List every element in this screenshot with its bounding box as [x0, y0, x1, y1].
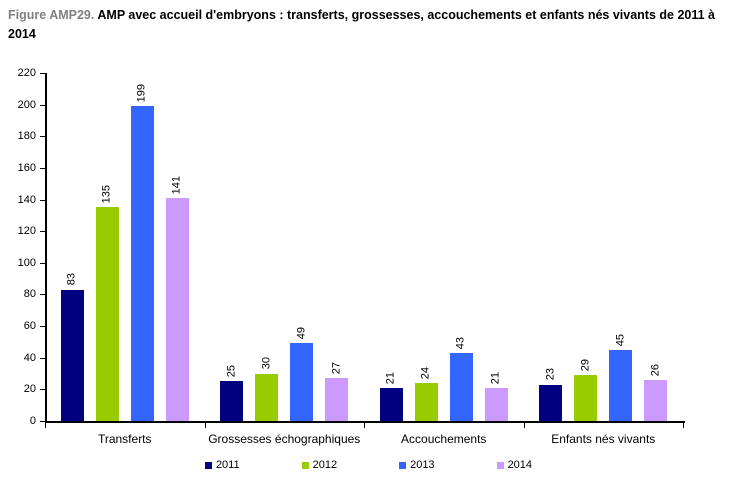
x-tick	[45, 423, 46, 428]
category-label: Enfants nés vivants	[551, 432, 656, 446]
y-tick	[40, 326, 45, 328]
bar	[165, 197, 189, 421]
bar-value-label: 23	[544, 368, 557, 381]
bar	[60, 289, 84, 421]
bar-value-label: 21	[489, 371, 502, 384]
bar	[255, 373, 279, 421]
bar	[290, 343, 314, 421]
bar	[95, 207, 119, 421]
x-tick	[683, 423, 684, 428]
y-axis	[45, 73, 47, 423]
y-tick	[40, 136, 45, 138]
bar-value-label: 83	[65, 273, 78, 286]
legend: 2011 2012 2013 2014	[0, 459, 737, 471]
y-tick-label: 0	[29, 415, 36, 427]
y-tick-label: 100	[17, 256, 36, 269]
y-tick-label: 20	[23, 383, 36, 396]
category-label: Accouchements	[401, 432, 487, 446]
bar	[449, 352, 473, 421]
y-tick	[40, 389, 45, 391]
category-label: Transferts	[97, 432, 152, 446]
bar-value-label: 199	[135, 83, 148, 103]
bar	[325, 378, 349, 421]
bar	[609, 349, 633, 421]
y-tick-label: 140	[17, 193, 36, 206]
y-tick	[40, 357, 45, 359]
bar-value-label: 49	[295, 327, 308, 340]
bar	[130, 106, 154, 421]
y-tick-label: 40	[23, 351, 36, 364]
bar-value-label: 141	[170, 175, 183, 194]
figure-title-prefix: Figure AMP29.	[8, 8, 95, 22]
bar-value-label: 24	[419, 366, 432, 380]
legend-item: 2013	[399, 459, 435, 471]
bar-value-label: 135	[100, 185, 113, 204]
bar-value-label: 25	[225, 365, 238, 378]
x-tick	[204, 423, 206, 428]
bar-value-label: 29	[579, 358, 592, 372]
bar-value-label: 45	[614, 333, 627, 346]
bar	[379, 387, 403, 421]
bar	[484, 387, 508, 421]
bar	[414, 383, 438, 421]
legend-marker	[204, 461, 212, 469]
y-tick-label: 160	[17, 161, 36, 174]
y-tick	[40, 104, 45, 106]
legend-item: 2014	[496, 459, 533, 471]
bar-value-label: 30	[260, 357, 273, 370]
x-tick	[364, 423, 365, 428]
legend-marker	[399, 461, 407, 469]
bar	[574, 375, 598, 421]
legend-marker	[496, 461, 504, 469]
bar-value-label: 21	[384, 371, 397, 384]
legend-label: 2014	[507, 459, 533, 471]
bar	[539, 384, 563, 421]
y-tick	[40, 73, 45, 74]
y-tick	[40, 294, 45, 296]
y-tick	[40, 262, 45, 264]
legend-label: 2013	[410, 459, 435, 471]
legend-item: 2011	[204, 459, 240, 471]
bar-value-label: 27	[330, 362, 343, 375]
figure-title: Figure AMP29. AMP avec accueil d'embryon…	[8, 6, 720, 44]
y-tick	[40, 231, 45, 233]
legend-label: 2011	[215, 459, 240, 471]
bar	[644, 379, 668, 421]
legend-marker	[301, 461, 309, 469]
y-tick-label: 60	[23, 320, 36, 333]
bar-value-label: 43	[454, 336, 467, 349]
bar-value-label: 26	[649, 363, 662, 376]
legend-item: 2012	[301, 459, 338, 471]
y-tick-label: 200	[17, 98, 36, 111]
bar	[220, 381, 244, 421]
y-tick-label: 180	[17, 130, 36, 143]
y-tick	[40, 421, 45, 422]
y-tick	[40, 167, 45, 169]
y-tick	[40, 199, 45, 201]
x-axis	[45, 421, 685, 423]
y-tick-label: 120	[17, 225, 36, 238]
y-tick-label: 220	[17, 67, 36, 79]
x-tick	[523, 423, 525, 428]
y-tick-label: 80	[23, 288, 36, 301]
figure-title-text: AMP avec accueil d'embryons : transferts…	[8, 8, 715, 41]
category-label: Grossesses échographiques	[208, 432, 361, 446]
legend-label: 2012	[312, 459, 338, 471]
